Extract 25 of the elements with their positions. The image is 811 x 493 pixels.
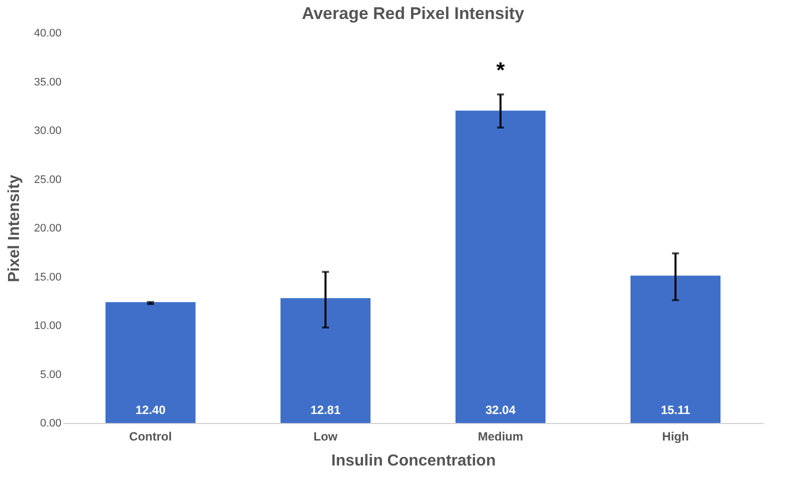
y-tick-label: 20.00 [34, 222, 62, 234]
bar [630, 276, 720, 423]
bar [456, 110, 546, 423]
x-tick-label: Low [314, 430, 338, 444]
annotation: * [496, 57, 506, 82]
x-tick-label: Control [129, 430, 172, 444]
y-tick-label: 40.00 [34, 28, 62, 40]
y-tick-label: 10.00 [34, 320, 62, 332]
chart-title: Average Red Pixel Intensity [302, 4, 525, 23]
bar [280, 298, 370, 423]
y-tick-label: 30.00 [34, 125, 62, 137]
x-tick-label: Medium [478, 430, 524, 444]
data-label: 12.81 [310, 403, 341, 417]
y-tick-label: 0.00 [40, 418, 62, 430]
data-label: 32.04 [485, 403, 516, 417]
y-tick-label: 15.00 [34, 271, 62, 284]
y-tick-label: 25.00 [34, 174, 62, 186]
y-tick-label: 35.00 [34, 76, 62, 88]
x-tick-label: High [662, 430, 689, 444]
data-label: 15.11 [660, 403, 691, 417]
bar [106, 302, 196, 423]
x-axis-title: Insulin Concentration [331, 452, 496, 470]
data-label: 12.40 [135, 403, 166, 417]
y-axis-title: Pixel Intensity [6, 174, 23, 282]
y-tick-label: 5.00 [40, 368, 62, 381]
